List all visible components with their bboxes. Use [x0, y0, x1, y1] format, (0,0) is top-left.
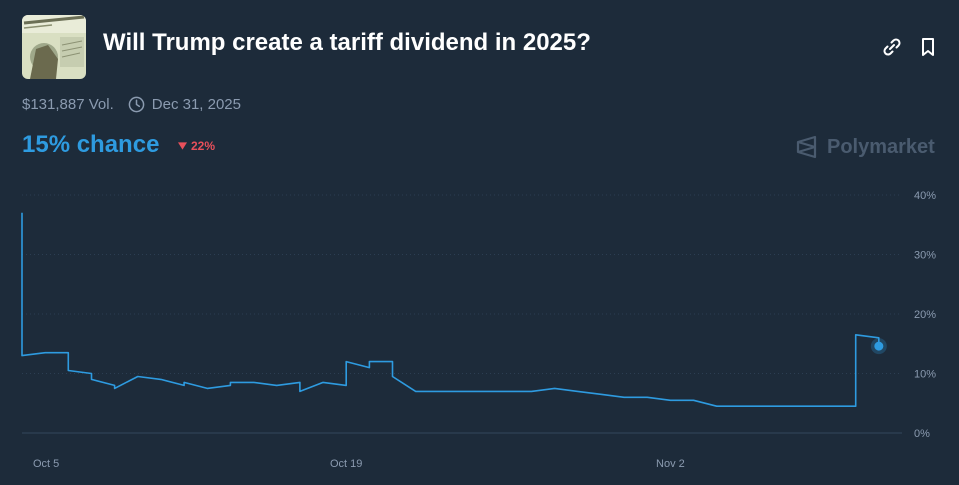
current-point — [874, 341, 884, 351]
volume-text: $131,887 Vol. — [22, 96, 114, 113]
brand-name: Polymarket — [827, 135, 935, 158]
change-badge: 22% — [178, 139, 215, 153]
y-tick-label: 0% — [914, 428, 930, 440]
chance-value: 15% chance — [22, 131, 160, 158]
y-tick-label: 30% — [914, 250, 936, 262]
link-icon[interactable] — [881, 36, 903, 58]
polymarket-logo: Polymarket — [795, 135, 935, 159]
x-tick-label: Oct 5 — [33, 458, 59, 470]
clock-icon — [128, 96, 145, 113]
y-tick-label: 20% — [914, 309, 936, 321]
polymarket-icon — [796, 135, 817, 159]
end-date-text: Dec 31, 2025 — [151, 96, 241, 113]
bookmark-icon[interactable] — [917, 36, 939, 58]
y-tick-label: 10% — [914, 369, 936, 381]
market-meta: $131,887 Vol. Dec 31, 2025 — [22, 96, 241, 113]
market-thumbnail — [22, 15, 86, 79]
market-title: Will Trump create a tariff dividend in 2… — [103, 29, 591, 56]
series-line — [21, 212, 880, 407]
x-tick-label: Nov 2 — [656, 458, 685, 470]
change-value: 22% — [191, 139, 216, 153]
down-triangle-icon — [178, 142, 187, 150]
x-tick-label: Oct 19 — [330, 458, 362, 470]
y-tick-label: 40% — [914, 190, 936, 202]
